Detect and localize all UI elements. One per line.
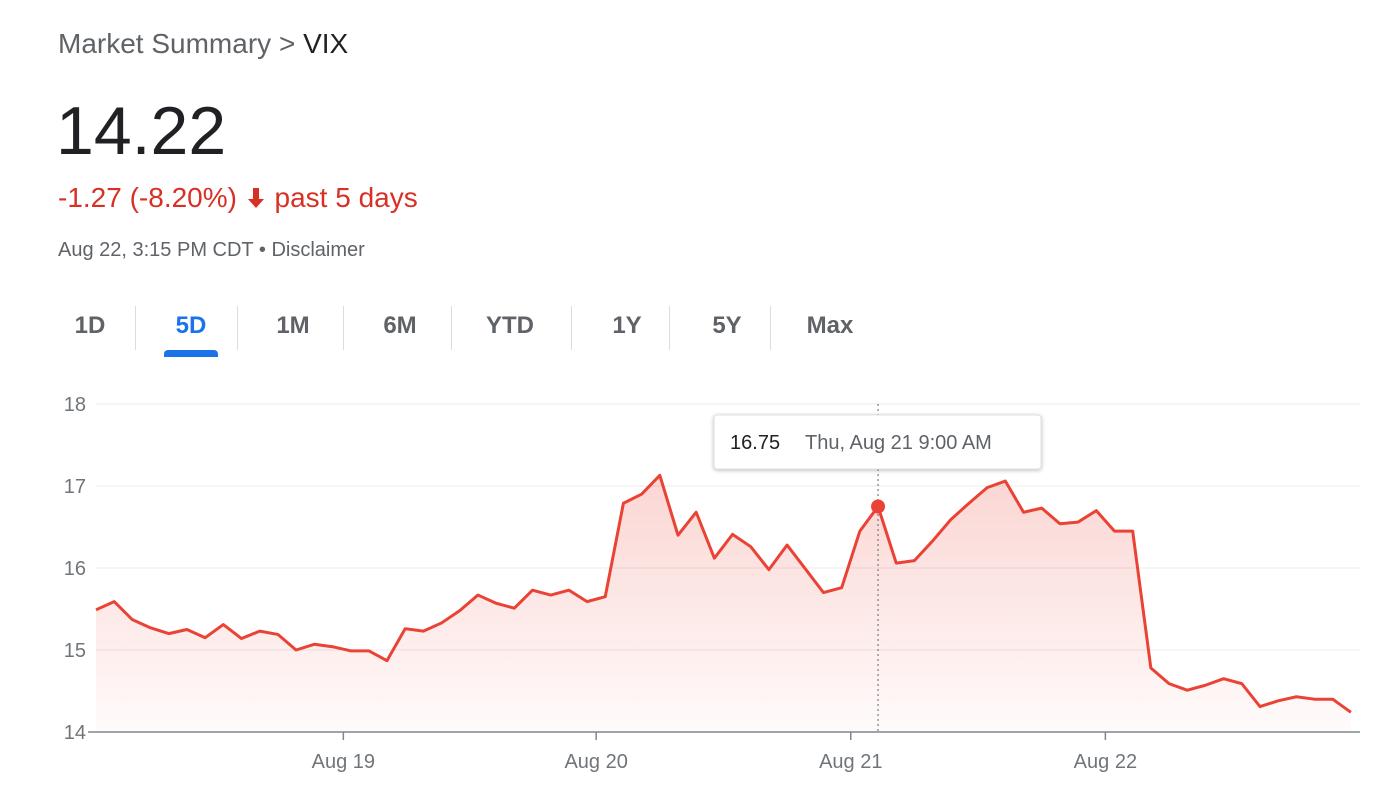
tab-separator [451, 306, 452, 350]
range-tab[interactable]: YTD [486, 312, 534, 339]
disclaimer[interactable]: Disclaimer [271, 239, 365, 261]
y-tick-label: 14 [64, 722, 86, 744]
tab-separator [770, 306, 771, 350]
range-tab[interactable]: 1D [74, 312, 106, 339]
tooltip-label: Thu, Aug 21 9:00 AM [805, 432, 992, 454]
tooltip-box [713, 414, 1042, 470]
range-tab[interactable]: 5D [175, 312, 207, 339]
breadcrumb-current: VIX [303, 28, 349, 59]
y-tick-label: 16 [64, 558, 86, 580]
timestamp: Aug 22, 3:15 PM CDT [58, 239, 254, 261]
timestamp-line: Aug 22, 3:15 PM CDT • Disclaimer [58, 239, 365, 262]
tab-separator [343, 306, 344, 350]
tooltip-value: 16.75 [730, 432, 780, 454]
tab-separator [669, 306, 670, 350]
change-value: -1.27 (-8.20%) [58, 182, 237, 213]
area [96, 475, 1351, 732]
active-indicator [164, 350, 218, 357]
x-tick-label: Aug 19 [312, 751, 375, 773]
breadcrumb-link[interactable]: Market Summary [58, 28, 272, 59]
tab-separator [571, 306, 572, 350]
y-tick-label: 17 [64, 476, 86, 498]
down-arrow [247, 188, 264, 208]
breadcrumb: Market Summary > VIX [58, 28, 348, 60]
tab-separator [135, 306, 136, 350]
change-period: past 5 days [274, 182, 418, 213]
dot: • [258, 239, 266, 261]
tooltip: 16.75 Thu, Aug 21 9:00 AM [713, 414, 1042, 470]
x-tick-label: Aug 21 [819, 751, 882, 773]
tab-separator [237, 306, 238, 350]
range-tab[interactable]: Max [806, 312, 854, 339]
x-tick-label: Aug 22 [1074, 751, 1137, 773]
y-tick-label: 18 [64, 394, 86, 416]
range-tab[interactable]: 6M [383, 312, 417, 339]
line [95, 473, 1352, 714]
range-tab[interactable]: 5Y [712, 312, 742, 339]
x-tick-label: Aug 20 [564, 751, 627, 773]
y-tick-label: 15 [64, 640, 86, 662]
hover-point [871, 499, 886, 514]
price: 14.22 [56, 93, 227, 169]
breadcrumb-separator: > [278, 28, 296, 59]
range-tab[interactable]: 1M [276, 312, 310, 339]
change: -1.27 (-8.20%) past 5 days [58, 182, 418, 214]
range-tab[interactable]: 1Y [612, 312, 642, 339]
